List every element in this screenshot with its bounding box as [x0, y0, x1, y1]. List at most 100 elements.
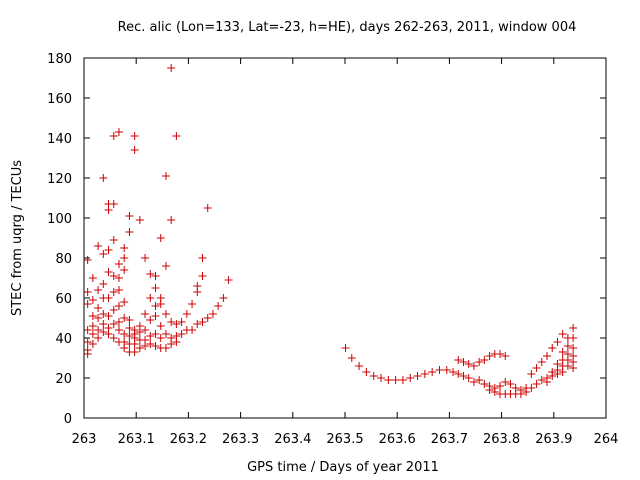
data-point: [496, 350, 505, 358]
data-point: [558, 368, 567, 376]
data-point: [543, 352, 552, 360]
data-point: [156, 300, 165, 308]
data-point: [459, 372, 468, 380]
data-point: [398, 376, 407, 384]
data-point: [94, 326, 103, 334]
data-point: [114, 128, 123, 136]
data-point: [141, 310, 150, 318]
data-point: [99, 174, 108, 182]
data-point: [193, 288, 202, 296]
data-point: [151, 312, 160, 320]
data-point: [109, 132, 118, 140]
data-point: [224, 276, 233, 284]
y-tick-label: 140: [47, 132, 72, 147]
data-point: [480, 380, 489, 388]
data-point: [203, 314, 212, 322]
data-point: [83, 288, 92, 296]
data-point: [172, 132, 181, 140]
data-point: [109, 236, 118, 244]
y-tick-label: 20: [55, 372, 72, 387]
y-tick-label: 120: [47, 172, 72, 187]
data-point: [469, 362, 478, 370]
data-point: [109, 272, 118, 280]
data-point: [553, 370, 562, 378]
data-point: [104, 206, 113, 214]
x-tick-label: 263.6: [379, 432, 416, 447]
data-point: [120, 344, 129, 352]
data-point: [177, 330, 186, 338]
y-tick-label: 40: [55, 332, 72, 347]
data-point: [161, 310, 170, 318]
data-point: [161, 344, 170, 352]
data-point: [83, 326, 92, 334]
data-point: [135, 344, 144, 352]
data-point: [120, 330, 129, 338]
data-point: [198, 272, 207, 280]
y-tick-label: 160: [47, 92, 72, 107]
data-point: [391, 376, 400, 384]
data-point: [120, 266, 129, 274]
data-point: [506, 380, 515, 388]
data-point: [146, 294, 155, 302]
data-point: [109, 200, 118, 208]
y-axis-label: STEC from uqrg / TECUs: [10, 160, 25, 316]
data-point: [120, 298, 129, 306]
x-tick-label: 263.2: [170, 432, 207, 447]
data-point: [94, 242, 103, 250]
data-point: [135, 216, 144, 224]
x-tick-label: 263.8: [483, 432, 520, 447]
data-point: [501, 378, 510, 386]
data-point: [151, 342, 160, 350]
data-point: [172, 320, 181, 328]
data-point: [151, 284, 160, 292]
data-point: [569, 334, 578, 342]
data-point: [104, 312, 113, 320]
plot-frame: [83, 57, 607, 419]
data-point: [454, 356, 463, 364]
data-point: [94, 304, 103, 312]
data-point: [125, 228, 134, 236]
data-point: [99, 280, 108, 288]
data-point: [94, 314, 103, 322]
data-point: [114, 274, 123, 282]
data-point: [496, 382, 505, 390]
data-point: [214, 302, 223, 310]
y-tick-label: 60: [55, 292, 72, 307]
data-point: [193, 320, 202, 328]
data-point: [151, 302, 160, 310]
x-tick-label: 263.1: [118, 432, 155, 447]
data-point: [182, 310, 191, 318]
data-point: [341, 344, 350, 352]
x-tick-label: 263.3: [222, 432, 259, 447]
data-point: [146, 316, 155, 324]
data-point: [99, 328, 108, 336]
data-point: [569, 344, 578, 352]
data-point: [125, 212, 134, 220]
data-point: [156, 334, 165, 342]
x-tick-label: 263.4: [274, 432, 311, 447]
x-tick-label: 264: [594, 432, 619, 447]
data-point: [188, 326, 197, 334]
data-point: [88, 296, 97, 304]
data-point: [569, 364, 578, 372]
data-point: [88, 322, 97, 330]
data-point: [104, 330, 113, 338]
data-point: [475, 358, 484, 366]
data-point: [569, 324, 578, 332]
data-point: [125, 316, 134, 324]
data-point: [384, 376, 393, 384]
data-point: [548, 344, 557, 352]
y-tick-label: 80: [55, 252, 72, 267]
x-tick-label: 263: [72, 432, 97, 447]
data-point: [109, 334, 118, 342]
data-point: [406, 374, 415, 382]
data-point: [442, 366, 451, 374]
data-point: [516, 390, 525, 398]
data-point: [83, 256, 92, 264]
y-tick-label: 180: [47, 52, 72, 67]
data-point: [146, 340, 155, 348]
data-point: [104, 294, 113, 302]
data-point: [490, 388, 499, 396]
